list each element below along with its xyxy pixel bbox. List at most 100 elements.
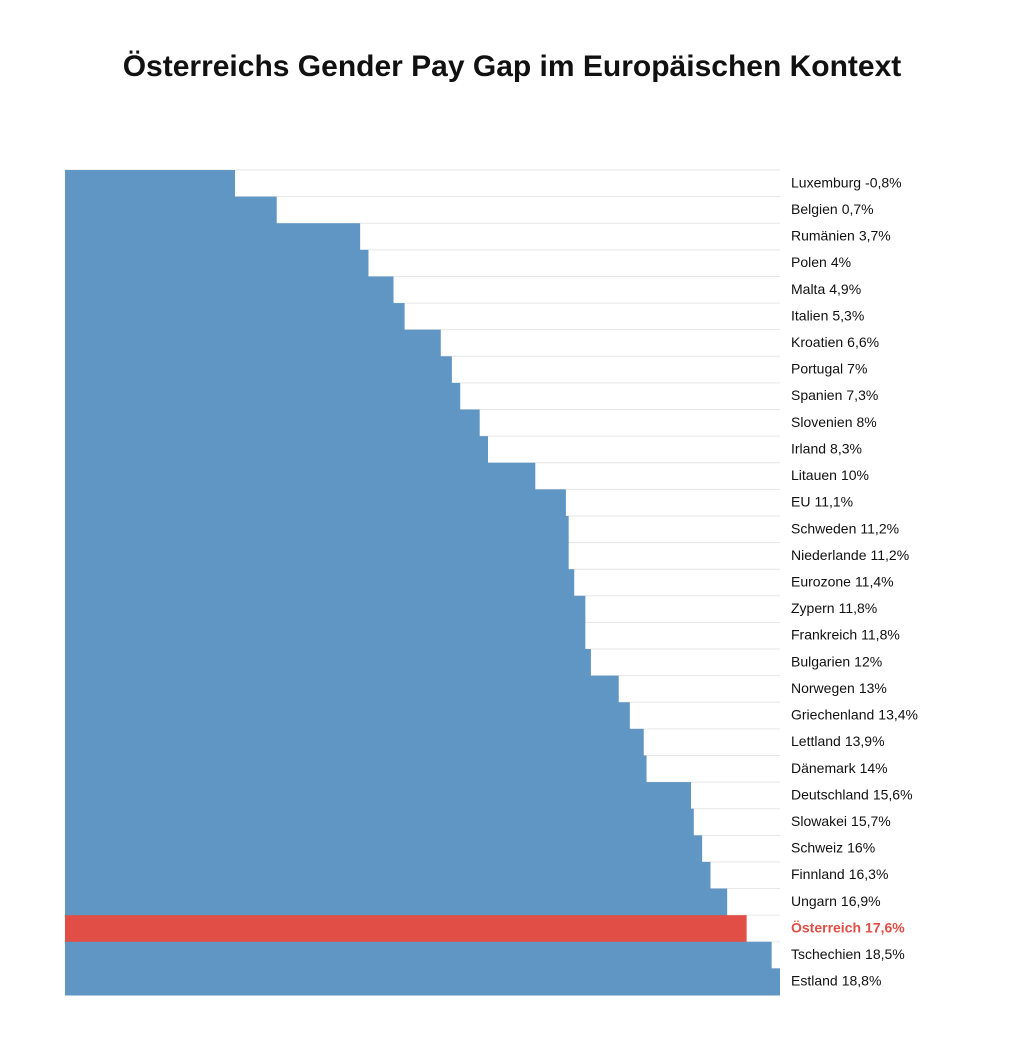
row-label: Luxemburg -0,8% xyxy=(791,174,902,190)
cliff-row xyxy=(65,276,394,304)
category-label: Estland xyxy=(791,972,838,988)
row-label: Dänemark 14% xyxy=(791,759,888,775)
value-label: 14% xyxy=(860,759,888,775)
value-label: 6,6% xyxy=(847,334,879,350)
category-label: EU xyxy=(791,493,810,509)
category-label: Slowakei xyxy=(791,813,847,829)
category-label: Zypern xyxy=(791,600,835,616)
value-label: 4% xyxy=(831,254,851,270)
cliff-row xyxy=(65,968,780,996)
row-label: Estland 18,8% xyxy=(791,972,881,988)
category-label: Lettland xyxy=(791,733,841,749)
cliff-row xyxy=(65,888,728,916)
row-label: Rumänien 3,7% xyxy=(791,227,891,243)
cliff-row xyxy=(65,515,569,544)
cliff-row xyxy=(65,808,694,836)
category-label: Österreich xyxy=(791,919,861,935)
cliff-row xyxy=(65,649,591,677)
value-label: 8% xyxy=(857,414,877,430)
cliff-row xyxy=(65,223,361,251)
cliff-row xyxy=(65,915,747,943)
cliff-row xyxy=(65,303,405,331)
category-label: Ungarn xyxy=(791,893,837,909)
value-label: 0,7% xyxy=(842,201,874,217)
category-label: Rumänien xyxy=(791,227,855,243)
cliff-row xyxy=(65,462,536,490)
cliff-row xyxy=(65,702,630,730)
value-label: 18,8% xyxy=(842,972,882,988)
category-label: Norwegen xyxy=(791,680,855,696)
row-label: Tschechien 18,5% xyxy=(791,946,905,962)
row-label: Lettland 13,9% xyxy=(791,733,885,749)
value-label: 8,3% xyxy=(830,440,862,456)
row-label: EU 11,1% xyxy=(791,493,853,509)
value-label: 3,7% xyxy=(859,227,891,243)
category-label: Bulgarien xyxy=(791,653,850,669)
row-label: Litauen 10% xyxy=(791,467,869,483)
value-label: 16% xyxy=(847,839,875,855)
chart-title: Österreichs Gender Pay Gap im Europäisch… xyxy=(123,50,902,83)
category-label: Finnland xyxy=(791,866,845,882)
category-label: Luxemburg xyxy=(791,174,861,190)
cliff-row xyxy=(65,941,772,969)
cliff-row xyxy=(65,595,586,623)
cliff-row xyxy=(65,170,235,198)
value-label: 13% xyxy=(859,680,887,696)
value-label: 5,3% xyxy=(832,307,864,323)
category-label: Niederlande xyxy=(791,547,867,563)
cliff-row xyxy=(65,622,586,650)
category-label: Italien xyxy=(791,307,828,323)
value-label: 7,3% xyxy=(846,387,878,403)
row-label: Spanien 7,3% xyxy=(791,387,878,403)
value-label: 11,2% xyxy=(860,520,899,536)
category-label: Frankreich xyxy=(791,626,857,642)
row-label: Schweden 11,2% xyxy=(791,520,899,536)
row-label: Belgien 0,7% xyxy=(791,201,874,217)
category-label: Malta xyxy=(791,280,825,296)
row-label: Slovenien 8% xyxy=(791,414,877,430)
value-label: 11,1% xyxy=(814,493,853,509)
value-label: 4,9% xyxy=(829,280,861,296)
value-label: 18,5% xyxy=(865,946,905,962)
cliff-row xyxy=(65,329,441,357)
category-label: Tschechien xyxy=(791,946,861,962)
category-label: Polen xyxy=(791,254,827,270)
value-label: 12% xyxy=(854,653,882,669)
category-label: Schweden xyxy=(791,520,856,536)
cliff-row xyxy=(65,569,575,597)
cliff-row xyxy=(65,409,480,437)
value-label: 13,4% xyxy=(878,706,918,722)
category-label: Portugal xyxy=(791,360,843,376)
row-label: Italien 5,3% xyxy=(791,307,864,323)
row-label: Slowakei 15,7% xyxy=(791,813,891,829)
row-label: Österreich 17,6% xyxy=(791,919,905,935)
value-label: 7% xyxy=(847,360,867,376)
row-label: Niederlande 11,2% xyxy=(791,547,909,563)
row-label: Deutschland 15,6% xyxy=(791,786,913,802)
value-label: 11,4% xyxy=(855,573,894,589)
cliff-row xyxy=(65,356,452,384)
cliff-row xyxy=(65,861,711,890)
row-label: Kroatien 6,6% xyxy=(791,334,879,350)
cliff-row xyxy=(65,835,703,863)
row-label: Malta 4,9% xyxy=(791,280,861,296)
category-label: Litauen xyxy=(791,467,837,483)
cliff-row xyxy=(65,196,277,224)
row-label: Griechenland 13,4% xyxy=(791,706,918,722)
value-label: 11,2% xyxy=(871,547,910,563)
row-label: Ungarn 16,9% xyxy=(791,893,881,909)
cliff-row xyxy=(65,755,647,783)
row-label: Polen 4% xyxy=(791,254,851,270)
value-label: 11,8% xyxy=(861,626,900,642)
value-label: 13,9% xyxy=(845,733,885,749)
value-label: 17,6% xyxy=(865,919,905,935)
row-label: Bulgarien 12% xyxy=(791,653,882,669)
category-label: Slovenien xyxy=(791,414,853,430)
category-label: Kroatien xyxy=(791,334,843,350)
row-label: Schweiz 16% xyxy=(791,839,875,855)
category-label: Deutschland xyxy=(791,786,869,802)
cliff-row xyxy=(65,675,619,703)
category-label: Belgien xyxy=(791,201,838,217)
value-label: -0,8% xyxy=(865,174,902,190)
category-label: Schweiz xyxy=(791,839,843,855)
